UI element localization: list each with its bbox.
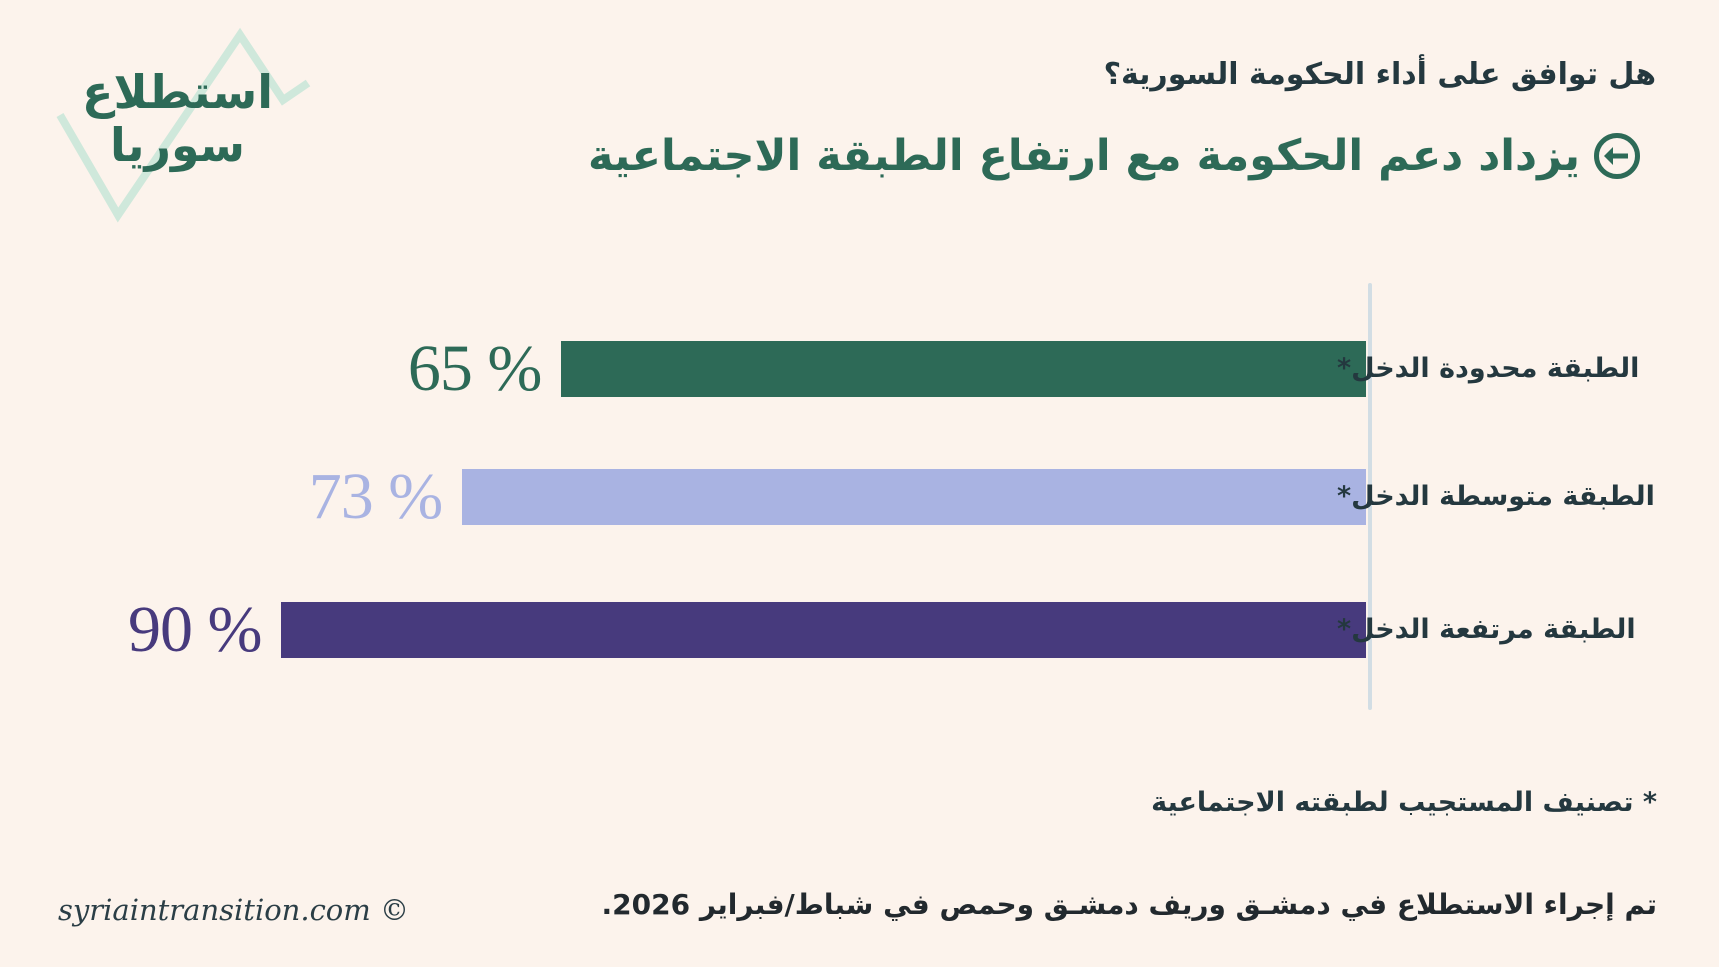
category-label: الطبقة متوسطة الدخل*	[1337, 481, 1655, 512]
chart-title: يزداد دعم الحكومة مع ارتفاع الطبقة الاجت…	[587, 131, 1580, 181]
category-label: الطبقة مرتفعة الدخل*	[1337, 614, 1636, 645]
bar-chart: 65 % 73 % 90 %	[128, 283, 1368, 710]
bar-value-label: 65 %	[407, 332, 542, 405]
bar	[462, 469, 1366, 525]
bar	[561, 341, 1366, 397]
category-label: الطبقة محدودة الدخل*	[1337, 353, 1640, 384]
poll-question: هل توافق على أداء الحكومة السورية؟	[1103, 57, 1656, 92]
circle-arrow-left-icon	[1592, 131, 1642, 181]
bar-row: 65 %	[128, 336, 1366, 402]
source-note: تم إجراء الاستطلاع في دمشـق وريف دمشـق و…	[601, 888, 1657, 921]
logo-line-2: سوريا	[109, 118, 246, 172]
bar	[281, 602, 1366, 658]
logo-wordmark: استطلاع سوريا	[70, 66, 285, 172]
logo-line-1: استطلاع	[82, 65, 273, 119]
bar-value-label: 73 %	[308, 460, 443, 533]
title-row: يزداد دعم الحكومة مع ارتفاع الطبقة الاجت…	[588, 124, 1642, 188]
bar-row: 90 %	[128, 597, 1366, 663]
logo: استطلاع سوريا	[40, 10, 330, 225]
footnote: * تصنيف المستجيب لطبقته الاجتماعية	[1151, 787, 1657, 818]
bar-row: 73 %	[128, 464, 1366, 530]
baseline-axis	[1368, 283, 1372, 710]
bar-value-label: 90 %	[128, 593, 262, 666]
site-credit: syriaintransition.com ©	[58, 893, 409, 927]
logo-zigzag-icon	[56, 27, 311, 223]
